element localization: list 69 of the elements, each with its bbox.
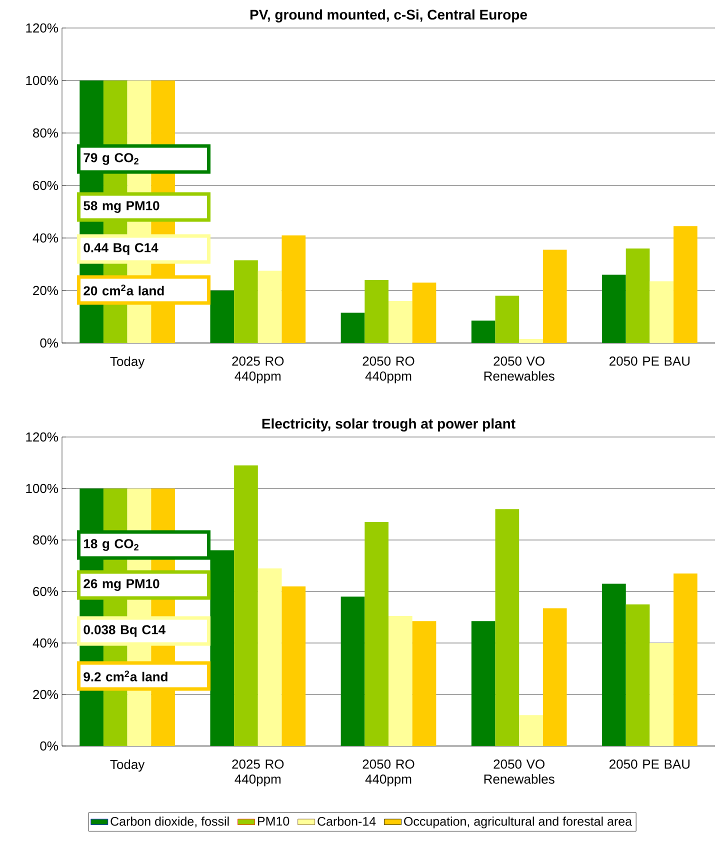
y-tick-label: 100% (26, 484, 58, 494)
annotation: 18 g CO$_{2}$ (84, 539, 138, 551)
bar (234, 465, 258, 746)
x-tick-label: 2050 RO 440ppm (362, 760, 414, 786)
x-tick-label: 2050 VO Renewables (484, 356, 554, 381)
x-tick-label: 2050 RO 440ppm (362, 356, 414, 384)
bar (650, 643, 674, 746)
y-tick-label: 100% (26, 76, 58, 86)
bar (542, 608, 567, 746)
x-tick-label: Today (110, 356, 145, 369)
legend-label: Carbon dioxide, fossil (110, 816, 229, 828)
x-tick-label: 2050 PE BAU (610, 356, 690, 366)
annotation: 79 g CO$_{2}$ (84, 153, 138, 165)
bar (340, 596, 365, 746)
bar (519, 715, 543, 746)
bar (626, 604, 650, 746)
x-tick-label: 2025 RO 440ppm (232, 356, 284, 384)
bar (495, 296, 520, 343)
annotation: 9.2 cm$^{2}$a land (84, 670, 168, 682)
y-tick-label: 40% (32, 233, 58, 243)
legend-label: PM10 (258, 816, 290, 826)
bar (258, 568, 282, 746)
x-tick-label: 2025 RO 440ppm (232, 760, 284, 786)
y-tick-label: 120% (26, 23, 58, 33)
x-tick-label: Today (110, 760, 145, 772)
bar (674, 573, 698, 746)
bar (495, 509, 520, 746)
annotation: 0.44 Bq C14 (84, 243, 158, 255)
bar (519, 339, 543, 343)
bar (602, 274, 626, 343)
x-tick-label: 2050 VO Renewables (484, 760, 554, 784)
bar (388, 616, 412, 746)
y-tick-label: 40% (32, 638, 58, 648)
y-tick-label: 0% (40, 338, 58, 348)
bar (340, 312, 365, 343)
bar (412, 621, 436, 746)
bar (282, 235, 306, 343)
bar (258, 270, 282, 343)
bar (282, 586, 306, 746)
annotation: 0.038 Bq C14 (84, 625, 166, 637)
bar (234, 260, 258, 343)
legend-label: Occupation, agricultural and forestal area (404, 816, 632, 828)
bar (602, 584, 626, 746)
bar (471, 320, 496, 343)
annotation: 26 mg PM10 (84, 579, 160, 591)
bar (626, 248, 650, 343)
bar (650, 281, 674, 343)
y-tick-label: 60% (33, 180, 58, 190)
legend-label: Carbon-14 (318, 816, 376, 826)
annotation: 58 mg PM10 (84, 201, 160, 213)
y-tick-label: 80% (33, 535, 58, 545)
y-tick-label: 120% (26, 432, 58, 442)
bar (471, 621, 496, 746)
y-tick-label: 60% (33, 586, 58, 596)
bar (388, 300, 412, 343)
bar (542, 250, 567, 343)
bar (364, 280, 388, 343)
y-tick-label: 20% (33, 286, 58, 296)
bar (210, 290, 234, 343)
x-tick-label: 2050 PE BAU (610, 760, 690, 769)
annotation: 20 cm$^{2}$a land (84, 284, 164, 296)
bar (412, 282, 436, 343)
y-tick-label: 20% (33, 690, 58, 700)
chart-title: Electricity, solar trough at power plant (262, 418, 516, 432)
y-tick-label: 80% (33, 128, 58, 138)
y-tick-label: 0% (40, 741, 58, 751)
chart-title: PV, ground mounted, c-Si, Central Europe (250, 9, 528, 22)
bar (674, 226, 698, 343)
bar (364, 522, 388, 746)
